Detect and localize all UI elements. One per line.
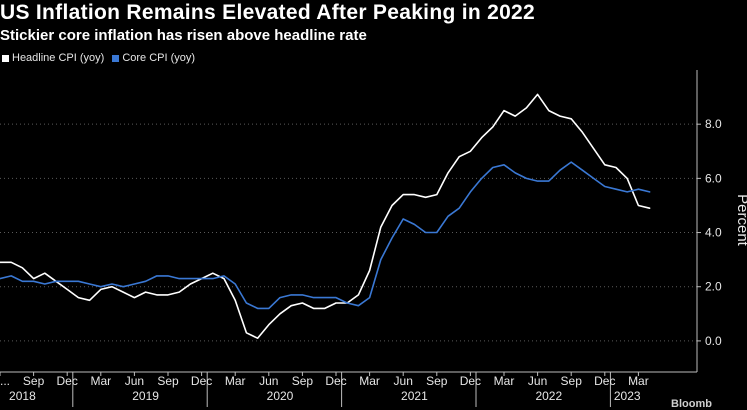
x-tick-label: Jun: [125, 374, 144, 388]
x-year-label: 2018: [9, 389, 36, 403]
axes: [0, 70, 701, 407]
x-tick-label: Sep: [157, 374, 179, 388]
y-axis-label: Percent: [734, 194, 747, 247]
x-tick-label: Mar: [225, 374, 246, 388]
x-year-label: 2023: [614, 389, 641, 403]
x-tick-label: Mar: [494, 374, 515, 388]
y-tick-label: 0.0: [705, 334, 722, 348]
x-year-label: 2021: [401, 389, 428, 403]
x-tick-label: Dec: [191, 374, 212, 388]
x-tick-label: Sep: [561, 374, 583, 388]
x-tick-label: Dec: [325, 374, 346, 388]
x-tick-label: Mar: [90, 374, 111, 388]
x-tick-label: Sep: [23, 374, 45, 388]
series-line-core-cpi: [0, 161, 651, 310]
chart-title: US Inflation Remains Elevated After Peak…: [0, 1, 536, 24]
x-year-label: 2022: [535, 389, 562, 403]
legend-label-core: Core CPI (yoy): [122, 52, 196, 64]
x-tick-label: Dec: [594, 374, 615, 388]
y-tick-label: 2.0: [705, 280, 722, 294]
x-tick-label: Jun: [528, 374, 547, 388]
x-tick-label: Jun: [394, 374, 413, 388]
x-tick-label: Mar: [628, 374, 649, 388]
x-tick-label: Jun: [259, 374, 278, 388]
legend-item-headline: Headline CPI (yoy): [2, 52, 104, 64]
x-year-label: 2020: [267, 389, 294, 403]
legend-swatch-core: [112, 54, 120, 62]
legend-item-core: Core CPI (yoy): [112, 52, 195, 64]
y-tick-label: 4.0: [705, 226, 722, 240]
legend-swatch-headline: [2, 54, 9, 62]
series-line-headline-cpi: [0, 93, 651, 340]
x-tick-label: Dec: [57, 374, 78, 388]
x-tick-label: Mar: [359, 374, 380, 388]
legend-label-headline: Headline CPI (yoy): [12, 52, 105, 64]
tick-labels: 0.0 2.0 4.0 6.0 8.0 Percent... Sep Dec Mar Jun Sep…: [0, 117, 747, 403]
x-tick-label: ...: [0, 374, 10, 388]
x-tick-label: Dec: [460, 374, 481, 388]
chart-legend: Headline CPI (yoy) Core CPI (yoy): [2, 52, 203, 64]
series-lines: [0, 93, 651, 340]
chart-subtitle: Stickier core inflation has risen above …: [0, 27, 367, 44]
x-tick-label: Sep: [426, 374, 448, 388]
source-credit: Bloomb: [671, 398, 712, 410]
gridlines: [0, 123, 697, 342]
y-tick-label: 6.0: [705, 171, 722, 185]
x-year-label: 2019: [132, 389, 159, 403]
x-tick-label: Sep: [292, 374, 314, 388]
y-tick-label: 8.0: [705, 117, 722, 131]
